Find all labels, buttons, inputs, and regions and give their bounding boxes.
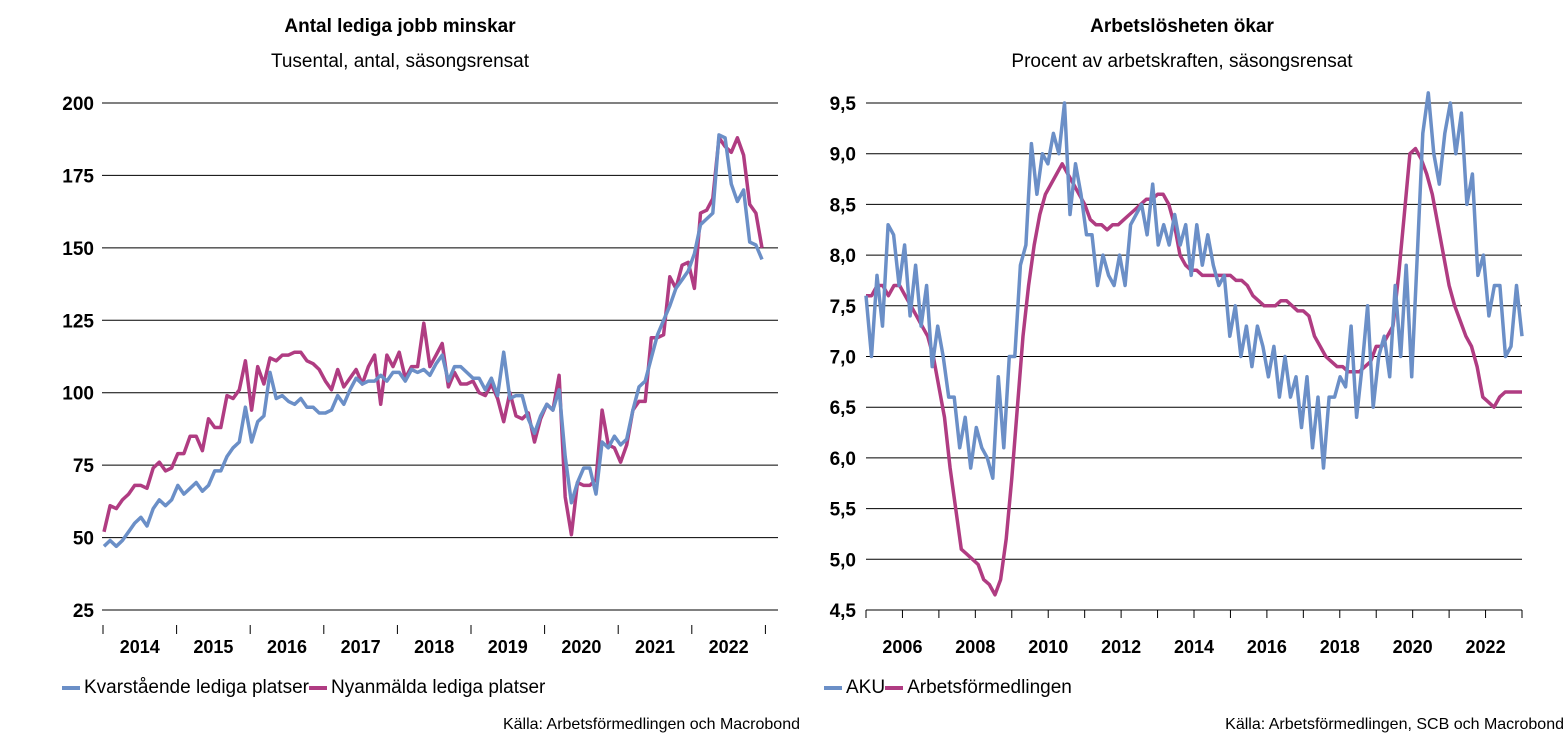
chart-source: Källa: Arbetsförmedlingen och Macrobond — [502, 716, 800, 733]
chart-legend: Kvarstående lediga platser Nyanmälda led… — [62, 677, 545, 699]
x-tick-label: 2008 — [955, 637, 995, 657]
x-tick-label: 2019 — [488, 637, 528, 657]
y-tick-label: 150 — [62, 239, 94, 260]
legend-item-aku: AKU — [824, 677, 885, 699]
chart-source: Källa: Arbetsförmedlingen, SCB och Macro… — [1225, 716, 1564, 733]
chart-legend: AKU Arbetsförmedlingen — [824, 677, 1072, 699]
y-tick-label: 7,5 — [830, 297, 857, 318]
x-tick-label: 2014 — [1174, 637, 1214, 657]
legend-label: Arbetsförmedlingen — [907, 677, 1072, 698]
legend-item-kvarstaende: Kvarstående lediga platser — [62, 677, 309, 699]
legend-label: AKU — [846, 677, 886, 698]
legend-label: Nyanmälda lediga platser — [330, 677, 546, 698]
legend-swatch-blue — [62, 686, 80, 690]
x-tick-label: 2010 — [1028, 637, 1068, 657]
x-tick-label: 2012 — [1101, 637, 1141, 657]
x-tick-label: 2020 — [561, 637, 601, 657]
chart-panel-unemployment: Arbetslösheten ökar Procent av arbetskra… — [800, 0, 1564, 754]
y-tick-label: 125 — [62, 311, 94, 332]
x-tick-label: 2017 — [341, 637, 381, 657]
y-tick-label: 100 — [62, 384, 94, 405]
y-tick-label: 75 — [73, 456, 95, 477]
chart-subtitle: Procent av arbetskraften, säsongsrensat — [1011, 51, 1353, 72]
chart-title: Antal lediga jobb minskar — [284, 16, 516, 37]
chart-plot-unemployment: 4,5 5,0 5,5 6,0 6,5 7,0 7,5 8,0 8,5 9,0 9,5 2006 200… — [830, 91, 1524, 657]
x-tick-label: 2015 — [193, 637, 233, 657]
x-tick-label: 2006 — [882, 637, 922, 657]
chart-subtitle: Tusental, antal, säsongsrensat — [270, 51, 530, 72]
y-tick-label: 6,5 — [830, 398, 857, 419]
y-tick-label: 4,5 — [830, 601, 857, 622]
series-line — [102, 136, 764, 537]
x-tick-label: 2016 — [1247, 637, 1287, 657]
y-tick-label: 8,5 — [830, 195, 857, 216]
y-tick-label: 50 — [73, 529, 94, 550]
y-tick-label: 200 — [62, 94, 94, 115]
x-tick-label: 2020 — [1393, 637, 1433, 657]
x-tick-label: 2018 — [1320, 637, 1360, 657]
y-tick-label: 7,0 — [830, 348, 856, 369]
chart-panel-vacancies: Antal lediga jobb minskar Tusental, anta… — [62, 16, 800, 733]
y-tick-label: 5,5 — [830, 500, 857, 521]
y-tick-label: 175 — [62, 166, 94, 187]
y-tick-label: 9,0 — [830, 145, 856, 166]
legend-swatch-blue — [824, 686, 842, 690]
series-line — [102, 133, 764, 549]
x-tick-label: 2018 — [414, 637, 454, 657]
x-tick-label: 2022 — [1466, 637, 1506, 657]
series-line — [866, 146, 1522, 597]
legend-item-nyanmalda: Nyanmälda lediga platser — [308, 677, 546, 699]
x-tick-label: 2021 — [635, 637, 675, 657]
x-tick-label: 2022 — [709, 637, 749, 657]
y-tick-label: 25 — [73, 601, 95, 622]
legend-label: Kvarstående lediga platser — [84, 677, 309, 698]
chart-plot-vacancies: 25 50 75 100 125 150 175 200 2014 2015 2016 2017 201… — [62, 94, 778, 657]
x-tick-label: 2016 — [267, 637, 307, 657]
legend-swatch-magenta — [308, 686, 327, 690]
chart-title: Arbetslösheten ökar — [1090, 16, 1274, 37]
y-tick-label: 9,5 — [830, 94, 857, 115]
legend-item-arbetsformedlingen: Arbetsförmedlingen — [885, 677, 1072, 699]
x-tick-label: 2014 — [120, 637, 160, 657]
y-tick-label: 5,0 — [830, 550, 856, 571]
legend-swatch-magenta — [885, 686, 904, 690]
y-tick-label: 8,0 — [830, 246, 856, 267]
y-tick-label: 6,0 — [830, 449, 856, 470]
series-line — [864, 91, 1524, 480]
